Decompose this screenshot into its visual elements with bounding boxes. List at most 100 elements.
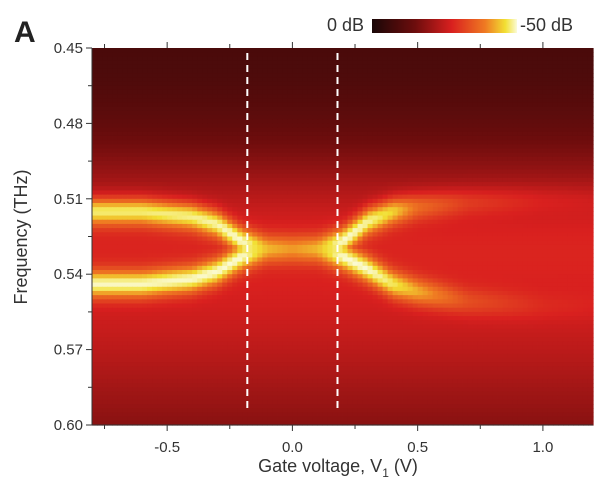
heatmap-cell	[387, 161, 394, 166]
heatmap-cell	[472, 244, 479, 250]
heatmap-cell	[412, 135, 419, 141]
heatmap-cell	[247, 110, 253, 116]
heatmap-cell	[337, 106, 344, 112]
heatmap-cell	[297, 165, 304, 171]
heatmap-cell	[382, 64, 389, 70]
heatmap-cell	[532, 64, 539, 70]
heatmap-cell	[377, 228, 384, 233]
heatmap-cell	[167, 73, 173, 78]
heatmap-cell	[517, 98, 524, 104]
heatmap-cell	[277, 135, 283, 141]
heatmap-cell	[257, 60, 263, 66]
heatmap-cell	[112, 219, 118, 225]
heatmap-cell	[347, 156, 354, 162]
heatmap-cell	[477, 68, 484, 74]
heatmap-cell	[437, 81, 444, 87]
heatmap-cell	[497, 249, 504, 254]
heatmap-cell	[552, 186, 559, 192]
heatmap-cell	[437, 207, 444, 212]
heatmap-cell	[497, 186, 504, 192]
heatmap-cell	[297, 127, 304, 133]
heatmap-cell	[582, 173, 589, 179]
heatmap-cell	[327, 161, 334, 166]
heatmap-cell	[332, 89, 339, 95]
heatmap-cell	[347, 68, 354, 74]
heatmap-cell	[322, 68, 329, 74]
heatmap-cell	[107, 131, 113, 137]
heatmap-cell	[472, 253, 479, 259]
heatmap-cell	[432, 207, 439, 212]
heatmap-cell	[302, 148, 309, 154]
heatmap-cell	[192, 144, 198, 150]
heatmap-cell	[177, 48, 183, 53]
heatmap-cell	[432, 144, 439, 150]
heatmap-cell	[182, 228, 188, 233]
heatmap-cell	[257, 240, 263, 246]
heatmap-cell	[422, 249, 429, 254]
heatmap-cell	[557, 173, 564, 179]
heatmap-cell	[477, 165, 484, 171]
heatmap-cell	[227, 56, 233, 62]
heatmap-cell	[172, 119, 178, 124]
heatmap-cell	[397, 123, 404, 129]
heatmap-cell	[562, 202, 569, 208]
heatmap-cell	[227, 73, 233, 78]
heatmap-cell	[367, 94, 374, 99]
heatmap-cell	[102, 169, 108, 175]
heatmap-cell	[432, 131, 439, 137]
heatmap-cell	[317, 94, 324, 99]
heatmap-cell	[152, 123, 158, 129]
heatmap-cell	[362, 131, 369, 137]
heatmap-cell	[367, 253, 374, 259]
heatmap-cell	[457, 73, 464, 78]
heatmap-cell	[107, 244, 113, 250]
heatmap-cell	[107, 240, 113, 246]
heatmap-cell	[477, 89, 484, 95]
heatmap-cell	[537, 148, 544, 154]
heatmap-cell	[377, 85, 384, 91]
heatmap-cell	[557, 56, 564, 62]
heatmap-cell	[502, 253, 509, 259]
heatmap-cell	[547, 228, 554, 233]
heatmap-cell	[287, 152, 293, 158]
heatmap-cell	[307, 244, 314, 250]
heatmap-cell	[247, 156, 253, 162]
heatmap-cell	[582, 131, 589, 137]
heatmap-cell	[582, 152, 589, 158]
heatmap-cell	[222, 152, 228, 158]
heatmap-cell	[102, 186, 108, 192]
heatmap-cell	[517, 202, 524, 208]
heatmap-cell	[187, 127, 193, 133]
heatmap-cell	[292, 148, 299, 154]
heatmap-cell	[162, 207, 168, 212]
heatmap-cell	[477, 73, 484, 78]
heatmap-cell	[197, 198, 203, 204]
heatmap-cell	[332, 68, 339, 74]
heatmap-cell	[102, 198, 108, 204]
heatmap-cell	[122, 223, 128, 229]
heatmap-cell	[502, 135, 509, 141]
heatmap-cell	[207, 228, 213, 233]
heatmap-cell	[137, 48, 143, 53]
heatmap-cell	[277, 207, 283, 212]
heatmap-cell	[177, 60, 183, 66]
heatmap-cell	[497, 98, 504, 104]
heatmap-cell	[127, 110, 133, 116]
heatmap-cell	[452, 64, 459, 70]
heatmap-cell	[352, 253, 359, 259]
heatmap-cell	[497, 144, 504, 150]
heatmap-cell	[212, 135, 218, 141]
heatmap-cell	[337, 89, 344, 95]
heatmap-cell	[467, 156, 474, 162]
heatmap-cell	[412, 249, 419, 254]
heatmap-cell	[302, 194, 309, 200]
heatmap-cell	[512, 194, 519, 200]
heatmap-cell	[467, 110, 474, 116]
heatmap-cell	[522, 102, 529, 108]
heatmap-cell	[112, 253, 118, 259]
heatmap-cell	[567, 173, 574, 179]
heatmap-cell	[97, 207, 103, 212]
heatmap-cell	[542, 140, 549, 145]
heatmap-cell	[462, 177, 469, 183]
heatmap-cell	[152, 186, 158, 192]
